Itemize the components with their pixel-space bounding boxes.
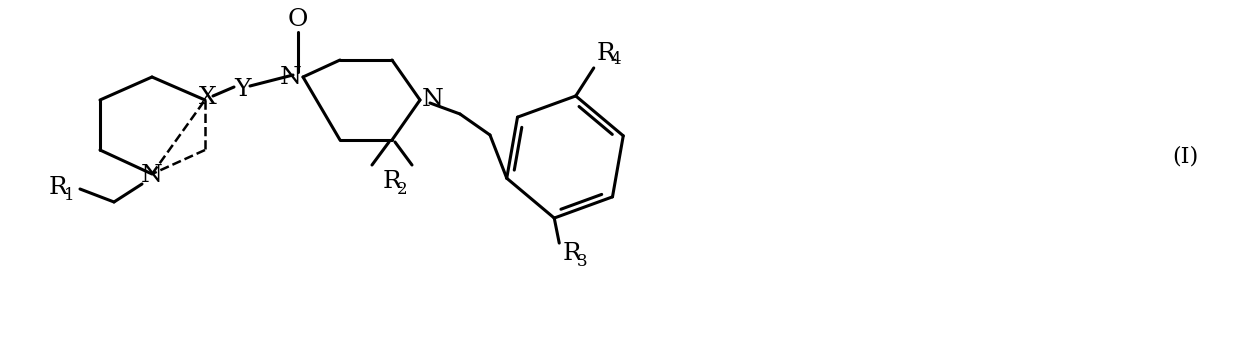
Text: X: X <box>200 87 217 109</box>
Text: R: R <box>383 171 402 194</box>
Text: 2: 2 <box>397 182 407 198</box>
Text: 4: 4 <box>610 51 621 68</box>
Text: 1: 1 <box>63 186 74 203</box>
Text: N: N <box>141 165 162 187</box>
Text: Y: Y <box>234 79 250 102</box>
Text: O: O <box>288 8 309 30</box>
Text: R: R <box>48 175 67 198</box>
Text: 3: 3 <box>577 252 588 269</box>
Text: N: N <box>280 66 301 89</box>
Text: (I): (I) <box>1172 146 1198 168</box>
Text: R: R <box>596 42 615 65</box>
Text: R: R <box>563 241 582 265</box>
Text: N: N <box>422 89 444 111</box>
